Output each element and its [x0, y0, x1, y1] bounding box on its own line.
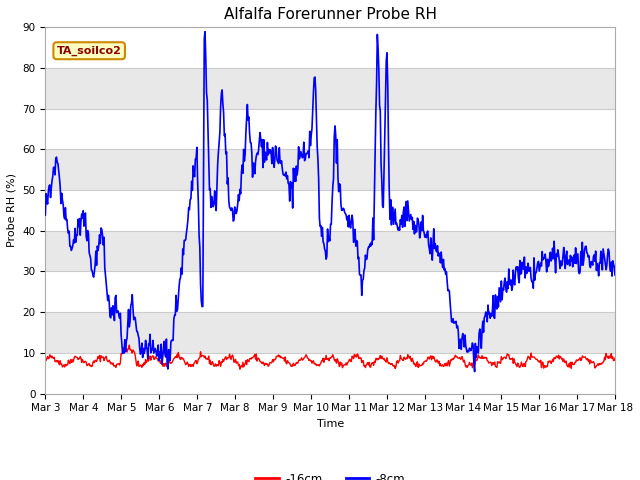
- Bar: [45, 353, 615, 394]
- Text: TA_soilco2: TA_soilco2: [57, 46, 122, 56]
- Y-axis label: Probe RH (%): Probe RH (%): [7, 173, 17, 247]
- Bar: [45, 312, 615, 353]
- Bar: [45, 149, 615, 190]
- Bar: [45, 27, 615, 68]
- Bar: [45, 231, 615, 272]
- Title: Alfalfa Forerunner Probe RH: Alfalfa Forerunner Probe RH: [223, 7, 436, 22]
- Bar: [45, 190, 615, 231]
- Bar: [45, 108, 615, 149]
- Legend: -16cm, -8cm: -16cm, -8cm: [251, 468, 410, 480]
- X-axis label: Time: Time: [317, 419, 344, 429]
- Bar: [45, 272, 615, 312]
- Bar: [45, 68, 615, 108]
